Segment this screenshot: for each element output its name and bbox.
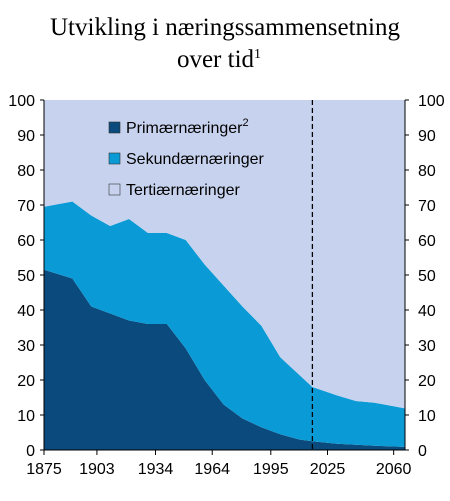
chart-title-line2: over tid1 [177, 46, 261, 73]
left-y-tick-label: 100 [8, 93, 35, 110]
left-y-tick-label: 90 [17, 128, 35, 145]
x-axis: 1875 1903 1934 1964 1995 2025 2060 [26, 450, 412, 478]
x-tick-label: 2060 [376, 461, 412, 478]
x-tick-label: 1875 [26, 461, 62, 478]
legend-label-primaer-text: Primærnæringer [126, 120, 243, 137]
chart-title-footnote: 1 [254, 47, 261, 62]
legend-label-tertiaer: Tertiærnæringer [126, 182, 240, 199]
left-y-tick-label: 40 [17, 303, 35, 320]
left-y-tick-label: 70 [17, 198, 35, 215]
right-y-tick-label: 50 [418, 268, 436, 285]
x-tick-label: 1934 [138, 461, 174, 478]
chart-title-line1: Utvikling i næringssammensetning [50, 14, 400, 41]
chart-title-line2-text: over tid [177, 46, 255, 73]
right-y-tick-label: 40 [418, 303, 436, 320]
left-y-tick-label: 30 [17, 338, 35, 355]
right-y-tick-label: 0 [418, 443, 427, 460]
right-y-tick-label: 100 [418, 93, 445, 110]
left-y-tick-label: 0 [26, 443, 35, 460]
right-y-tick-label: 70 [418, 198, 436, 215]
x-tick-label: 2025 [310, 461, 346, 478]
right-y-tick-label: 60 [418, 233, 436, 250]
legend-label-sekundaer: Sekundærnæringer [126, 151, 265, 168]
x-tick-label: 1903 [79, 461, 115, 478]
right-y-tick-label: 80 [418, 163, 436, 180]
area-series-3 [44, 100, 405, 409]
legend: Primærnæringer2 Sekundærnæringer Tertiær… [108, 117, 265, 199]
right-y-tick-label: 90 [418, 128, 436, 145]
legend-swatch-tertiaer [108, 183, 121, 196]
x-tick-label: 1995 [253, 461, 289, 478]
area-series-2 [44, 201, 405, 447]
legend-label-primaer: Primærnæringer2 [126, 117, 249, 137]
x-tick-label: 1964 [194, 461, 230, 478]
area-series-1 [44, 269, 405, 450]
left-y-tick-label: 80 [17, 163, 35, 180]
right-y-tick-label: 30 [418, 338, 436, 355]
right-y-tick-label: 20 [418, 373, 436, 390]
legend-swatch-sekundaer [108, 152, 121, 165]
left-y-axis: 0 10 20 30 40 50 60 70 80 90 100 [8, 93, 44, 460]
left-y-tick-label: 50 [17, 268, 35, 285]
right-y-axis: 0 10 20 30 40 50 60 70 80 90 100 [405, 93, 445, 460]
left-y-tick-label: 20 [17, 373, 35, 390]
right-y-tick-label: 10 [418, 408, 436, 425]
legend-swatch-primaer [108, 121, 121, 134]
left-y-tick-label: 60 [17, 233, 35, 250]
left-y-tick-label: 10 [17, 408, 35, 425]
plot-area [43, 100, 406, 451]
legend-label-primaer-footnote: 2 [242, 117, 248, 129]
